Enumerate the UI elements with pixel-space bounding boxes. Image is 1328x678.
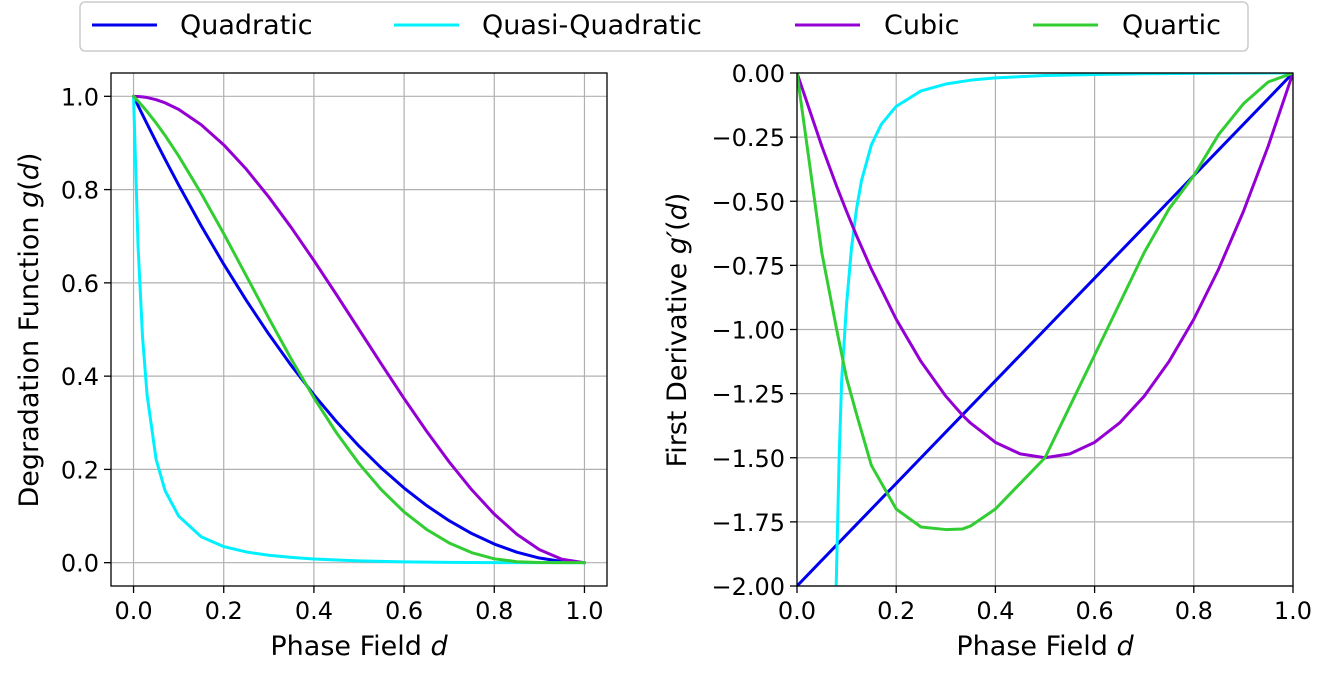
left-x-axis-label: Phase Field d xyxy=(270,631,448,662)
left-plot-frame xyxy=(110,72,608,587)
legend-label-quasi-quadratic: Quasi-Quadratic xyxy=(482,10,702,41)
left-y-tick-label: 0.6 xyxy=(61,270,99,298)
right-series-quasi-quadratic xyxy=(834,73,1293,586)
left-y-tick-label: 0.8 xyxy=(61,177,99,205)
right-x-tick-label: 0.0 xyxy=(778,597,816,625)
right-x-tick-label: 0.8 xyxy=(1175,597,1213,625)
left-chart: 0.0 0.2 0.4 0.6 0.8 1.0 0.0 0.2 0.4 0.6 0.8 1.0 Pha… xyxy=(14,72,608,662)
left-x-tick-label: 0.0 xyxy=(114,597,152,625)
left-x-tick-label: 0.8 xyxy=(475,597,513,625)
legend-label-cubic: Cubic xyxy=(884,10,959,41)
left-ticks: 0.0 0.2 0.4 0.6 0.8 1.0 0.0 0.2 0.4 0.6 0.8 1.0 xyxy=(61,83,604,625)
right-x-tick-label: 0.2 xyxy=(877,597,915,625)
legend: Quadratic Quasi-Quadratic Cubic Quartic xyxy=(79,1,1249,52)
left-y-tick-label: 1.0 xyxy=(61,83,99,111)
right-y-tick-label: −0.25 xyxy=(711,124,785,152)
left-y-axis-label: Degradation Function g(d) xyxy=(14,153,45,508)
right-y-axis-label: First Derivative g′(d) xyxy=(662,193,693,468)
left-series-quasi-quadratic xyxy=(132,94,586,565)
left-series-quadratic xyxy=(132,94,586,565)
legend-label-quartic: Quartic xyxy=(1122,10,1221,41)
right-x-tick-label: 1.0 xyxy=(1274,597,1312,625)
right-y-tick-label: −1.25 xyxy=(711,381,785,409)
right-x-axis-label: Phase Field d xyxy=(956,631,1134,662)
left-x-tick-label: 0.2 xyxy=(205,597,243,625)
right-y-tick-label: −2.00 xyxy=(711,573,785,601)
right-series-cubic xyxy=(797,73,1293,460)
left-lines xyxy=(132,94,586,565)
left-x-tick-label: 0.4 xyxy=(295,597,333,625)
right-y-tick-label: 0.00 xyxy=(732,60,785,88)
right-ticks: 0.0 0.2 0.4 0.6 0.8 1.0 0.00 −0.25 −0.50 −0.75 −1.… xyxy=(711,60,1312,625)
right-x-tick-label: 0.4 xyxy=(976,597,1014,625)
left-x-tick-label: 1.0 xyxy=(565,597,603,625)
left-series-cubic xyxy=(132,94,586,565)
left-y-tick-label: 0.2 xyxy=(61,456,99,484)
right-y-tick-label: −1.50 xyxy=(711,445,785,473)
legend-label-quadratic: Quadratic xyxy=(180,10,313,41)
right-x-tick-label: 0.6 xyxy=(1076,597,1114,625)
left-y-tick-label: 0.0 xyxy=(61,550,99,578)
right-y-tick-label: −0.75 xyxy=(711,252,785,280)
right-y-tick-label: −1.75 xyxy=(711,509,785,537)
right-series-quartic xyxy=(797,73,1293,532)
left-y-tick-label: 0.4 xyxy=(61,363,99,391)
left-x-tick-label: 0.6 xyxy=(385,597,423,625)
left-series-quartic xyxy=(132,94,586,565)
right-y-tick-label: −0.50 xyxy=(711,188,785,216)
right-chart: 0.0 0.2 0.4 0.6 0.8 1.0 0.00 −0.25 −0.50 −0.75 −1.… xyxy=(662,60,1312,662)
right-y-tick-label: −1.00 xyxy=(711,317,785,345)
legend-frame xyxy=(79,1,1249,52)
right-lines xyxy=(797,73,1293,586)
